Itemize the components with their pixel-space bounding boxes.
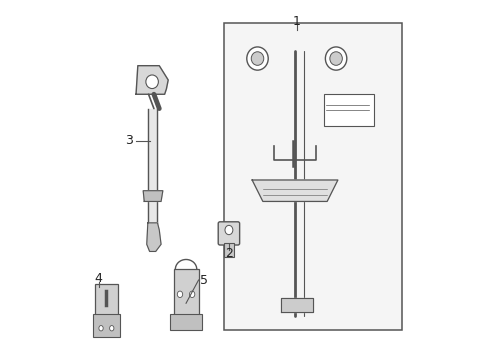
Bar — [170, 314, 202, 330]
Ellipse shape — [190, 291, 195, 297]
FancyBboxPatch shape — [218, 222, 240, 245]
Ellipse shape — [251, 52, 264, 65]
Ellipse shape — [177, 291, 183, 297]
Ellipse shape — [330, 52, 343, 65]
Polygon shape — [136, 66, 168, 94]
Text: 2: 2 — [225, 247, 233, 260]
Polygon shape — [252, 180, 338, 202]
Bar — [95, 284, 118, 316]
Bar — [93, 314, 120, 337]
Text: 3: 3 — [125, 134, 133, 147]
Bar — [323, 94, 373, 126]
Polygon shape — [281, 298, 313, 312]
Ellipse shape — [325, 47, 347, 70]
Ellipse shape — [99, 325, 103, 331]
Bar — [223, 23, 402, 330]
Polygon shape — [147, 223, 161, 251]
Polygon shape — [148, 109, 157, 223]
Text: 5: 5 — [200, 274, 208, 287]
Text: 4: 4 — [95, 272, 102, 285]
Bar — [173, 269, 198, 316]
Ellipse shape — [225, 225, 233, 235]
Ellipse shape — [110, 325, 114, 331]
Polygon shape — [143, 191, 163, 202]
Ellipse shape — [247, 47, 268, 70]
Bar — [223, 243, 234, 257]
Ellipse shape — [146, 75, 158, 89]
Text: 1: 1 — [293, 14, 301, 27]
